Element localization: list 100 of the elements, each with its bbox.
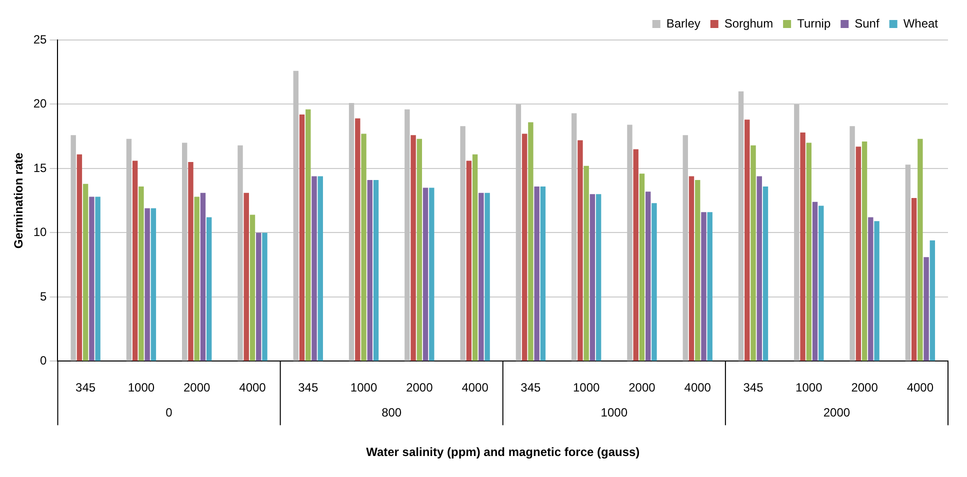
bar [472,154,478,361]
bar [750,145,756,361]
y-tick-label: 15 [33,160,48,175]
bar [188,162,194,361]
bar [404,109,410,361]
bar [95,196,100,361]
bar [652,203,657,361]
y-tick-label: 0 [40,354,48,368]
bar [682,135,688,361]
bar [422,188,428,361]
legend-label: Sunf [854,16,880,30]
bar [756,176,762,361]
bar [244,192,249,361]
legend-label: Barley [666,16,700,30]
x-tick-label: 345 [76,380,96,395]
bar [522,134,528,361]
bar [806,142,812,361]
x-tick-label: 1000 [796,380,823,395]
x-tick-label: 2000 [851,380,878,395]
bar [466,160,472,361]
bar [905,164,911,361]
x-tick-label: 4000 [239,380,266,395]
bar [484,192,490,361]
y-axis-title: Germination rate [12,152,26,249]
bar [695,180,700,361]
bar [528,122,534,361]
x-tick-label: 2000 [628,380,656,395]
bar [312,176,317,361]
bar [862,142,868,361]
bar [410,135,416,361]
x-tick-label: 4000 [906,380,934,395]
bar [293,70,298,361]
bar [738,91,744,361]
bar [627,124,632,361]
bar [924,257,929,361]
bar [150,208,156,361]
bar [818,206,824,361]
bar [800,132,806,361]
bar [429,188,434,361]
bar [250,214,256,361]
bar [812,202,818,361]
bar [318,176,323,361]
text: 1000 [600,406,628,420]
bar [238,145,243,361]
bar [306,109,311,361]
bar [578,140,583,361]
x-tick-label: 4000 [462,380,489,395]
bar [206,217,212,361]
bar [540,186,546,361]
y-tick-label: 25 [33,32,48,46]
bar [930,240,936,361]
bar [707,212,712,361]
bar [596,194,602,361]
bar [868,217,874,361]
bar [70,135,76,361]
bar [194,196,200,361]
bar [182,142,188,361]
bar [633,149,638,361]
bar [918,138,923,361]
x-tick-label: 345 [743,380,764,395]
legend-label: Turnip [797,16,831,30]
bar [299,114,305,361]
bar [373,180,379,361]
bar [355,118,360,361]
bar [348,102,354,361]
legend-label: Wheat [903,16,939,30]
bar [460,126,466,361]
y-tick-label: 10 [33,225,48,240]
bar [645,192,651,361]
bar [138,186,144,361]
text: 2000 [823,406,850,420]
bar [478,192,484,361]
bar [262,232,268,361]
bar [701,212,706,361]
y-tick-label: 5 [40,289,48,304]
bar [590,194,596,361]
bar [256,232,262,361]
text: 0 [166,406,173,420]
bar [132,160,138,361]
x-tick-label: 1000 [350,380,378,395]
bar [200,192,206,361]
x-axis-title: Water salinity (ppm) and magnetic force (gauss) [366,445,640,460]
x-tick-label: 1000 [128,380,155,395]
x-tick-label: 345 [520,380,542,395]
bar [126,138,132,361]
x-tick-label: 1000 [572,380,600,395]
bar [89,196,94,361]
x-tick-label: 2000 [406,380,434,395]
bar [850,126,855,361]
bar [82,184,88,361]
legend-label: Sorghum [724,16,774,30]
bar [76,154,82,361]
x-tick-label: 345 [298,380,318,395]
bar [416,138,422,361]
x-tick-label: 2000 [184,380,211,395]
bar [516,104,522,361]
bar [856,146,862,361]
bar [144,208,150,361]
bar [762,186,768,361]
y-tick-label: 20 [33,96,48,111]
